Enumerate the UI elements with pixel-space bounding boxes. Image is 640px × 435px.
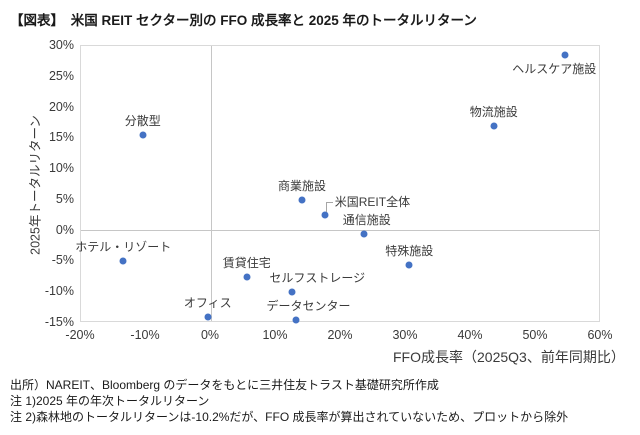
data-point-marker <box>321 211 329 219</box>
y-zero-axis-line <box>81 230 599 232</box>
source-notes: 出所）NAREIT、Bloomberg のデータをもとに三井住友トラスト基礎研究… <box>10 377 568 425</box>
note-2-line: 注 2)森林地のトータルリターンは-10.2%だが、FFO 成長率が算出されてい… <box>10 410 569 424</box>
x-axis-tick-label: 60% <box>587 328 613 342</box>
x-axis-tick-label: 20% <box>327 328 353 342</box>
label-leader-line <box>325 202 333 213</box>
note-1-line: 注 1)2025 年の年次トータルリターン <box>10 394 210 408</box>
data-point-label: 通信施設 <box>342 212 391 227</box>
plot-area: 分散型ホテル・リゾートオフィス 賃貸住宅 セルフストレージ データセンター 商業施設 米国… <box>75 45 600 324</box>
data-point-marker <box>561 51 569 59</box>
data-point-label: 商業施設 <box>277 178 327 193</box>
y-axis-tick-label: -5% <box>51 253 74 268</box>
x-zero-axis-line <box>210 46 212 321</box>
data-point-label: 特殊施設 <box>385 243 434 258</box>
data-point-marker <box>360 230 368 238</box>
y-axis-tick-label: 25% <box>48 68 74 83</box>
x-axis-tick-label: 40% <box>457 328 483 342</box>
x-axis-title: FFO成長率（2025Q3、前年同期比） <box>393 349 625 365</box>
data-point-label: ヘルスケア施設 <box>512 62 597 77</box>
data-point-label: 分散型 <box>124 114 161 129</box>
x-axis-tick-label: -10% <box>130 328 160 342</box>
data-point-marker <box>139 131 147 139</box>
y-axis-tick-label: -15% <box>44 315 74 329</box>
data-point-marker <box>490 122 498 130</box>
data-point-label: オフィス <box>183 295 232 310</box>
data-point-label: セルフストレージ <box>269 271 366 286</box>
y-axis-tick-label: 10% <box>48 161 74 176</box>
y-axis-tick-label: 0% <box>55 222 74 237</box>
x-axis-tick-label: 30% <box>392 328 418 342</box>
data-point-label: データセンター <box>266 298 351 313</box>
y-axis-tick-label: 5% <box>55 191 74 206</box>
data-point-label: 物流施設 <box>469 105 518 120</box>
data-point-label: 賃貸住宅 <box>222 255 271 270</box>
figure-title: 【図表】 米国 REIT セクター別の FFO 成長率と 2025 年のトータル… <box>10 13 477 28</box>
scatter-chart: 分散型ホテル・リゾートオフィス 賃貸住宅 セルフストレージ データセンター 商業施設 米国… <box>28 38 625 365</box>
data-point-marker <box>292 316 299 324</box>
y-axis-tick-label: 30% <box>48 38 74 52</box>
data-point-label: 米国REIT全体 <box>334 195 411 210</box>
x-axis-tick-label: -20% <box>65 328 95 342</box>
y-axis-tick-label: -10% <box>44 284 74 299</box>
data-point-marker <box>243 273 251 281</box>
source-line: 出所）NAREIT、Bloomberg のデータをもとに三井住友トラスト基礎研究… <box>10 378 439 392</box>
x-axis-tick-label: 10% <box>262 328 288 342</box>
data-point-marker <box>298 196 306 204</box>
x-axis-tick-label: 0% <box>200 328 220 342</box>
y-axis-tick-label: 15% <box>48 130 74 145</box>
data-point-marker <box>288 288 296 296</box>
y-axis-tick-label: 20% <box>48 99 74 114</box>
data-point-marker <box>204 313 212 321</box>
y-axis-title: 2025年トータルリターン <box>28 115 43 255</box>
data-point-marker <box>119 257 127 265</box>
data-point-marker <box>405 261 413 269</box>
x-axis-tick-label: 50% <box>522 328 548 342</box>
data-point-label: ホテル・リゾート <box>75 240 172 255</box>
